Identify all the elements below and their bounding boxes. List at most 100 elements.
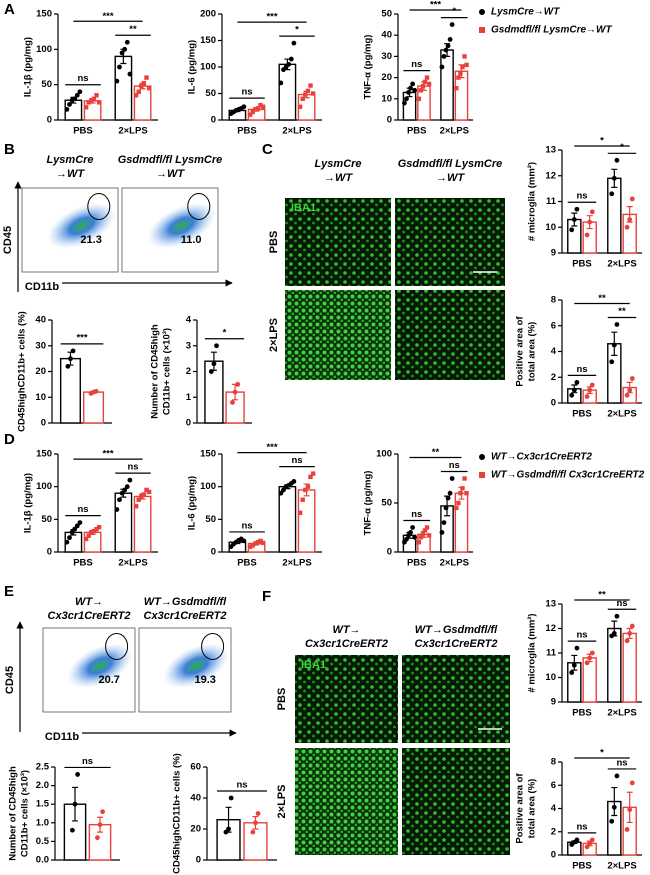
sig-label: ***	[266, 12, 277, 23]
y-axis-label: IL-6 (pg/mg)	[187, 40, 198, 94]
flow-gate	[87, 192, 111, 220]
flow-header: Cx3cr1CreERT2	[48, 610, 131, 622]
y-tick-label: 0.0	[36, 855, 49, 866]
data-point	[584, 232, 590, 238]
data-point	[569, 670, 575, 675]
data-point	[286, 61, 292, 67]
y-tick-label: 50	[381, 498, 392, 509]
y-tick-label: 200	[200, 9, 216, 20]
panel-letter: A	[4, 1, 15, 18]
data-point	[422, 79, 428, 85]
y-tick-label: 2	[551, 372, 556, 383]
data-point	[255, 106, 261, 111]
data-point	[139, 494, 144, 499]
data-point	[91, 96, 97, 101]
x-tick-label: PBS	[407, 558, 427, 569]
y-axis-label: TNF-α (pg/mg)	[363, 471, 374, 536]
flow-header: Cx3cr1CreERT2	[144, 610, 227, 622]
data-point	[441, 520, 447, 525]
data-point	[114, 78, 120, 84]
data-point	[629, 780, 635, 786]
y-tick-label: 4	[551, 803, 557, 814]
data-point	[445, 495, 451, 501]
data-point	[629, 376, 635, 381]
data-point	[420, 532, 426, 537]
bar	[278, 485, 297, 553]
data-point	[308, 474, 313, 480]
x-tick-label: 2×LPS	[607, 708, 636, 719]
sig-label: **	[618, 306, 626, 317]
y-tick-label: 10	[381, 93, 392, 104]
data-point	[589, 837, 595, 843]
data-point	[574, 645, 580, 651]
flow-header: Gsdmdfl/fl LysmCre	[118, 154, 223, 166]
y-tick-label: 50	[381, 9, 392, 20]
data-point	[458, 491, 463, 496]
data-point	[454, 86, 459, 91]
data-point	[410, 81, 416, 87]
y-axis-label: total area (%)	[527, 322, 538, 382]
x-tick-label: PBS	[407, 126, 427, 137]
bar	[59, 357, 81, 424]
y-tick-label: 50	[41, 514, 52, 525]
error-bar	[611, 786, 618, 817]
flow-cloud	[67, 643, 133, 689]
data-point	[117, 497, 122, 503]
data-point	[310, 471, 316, 476]
sig-label: ***	[76, 332, 87, 343]
data-point	[571, 217, 577, 222]
y-tick-label: 11	[546, 648, 557, 659]
data-point	[83, 536, 89, 542]
y-tick-label: 50	[205, 88, 216, 99]
data-point	[228, 795, 234, 801]
flow-header: WT→Gsdmdfl/fl	[144, 596, 227, 608]
data-point	[462, 54, 467, 59]
data-point	[146, 86, 152, 91]
legend-marker	[479, 472, 485, 478]
data-point	[609, 818, 615, 824]
gate-percent: 20.7	[99, 674, 120, 686]
data-point	[96, 524, 102, 530]
data-point	[117, 64, 122, 70]
data-point	[95, 835, 100, 841]
bar	[114, 492, 133, 553]
x-tick-label: 2×LPS	[282, 558, 311, 569]
legend-marker	[479, 9, 485, 15]
y-tick-label: 150	[200, 449, 216, 460]
y-tick-label: 12	[545, 170, 556, 181]
data-point	[136, 497, 141, 502]
data-point	[119, 490, 125, 496]
data-point	[412, 87, 418, 93]
data-point	[584, 660, 590, 666]
data-point	[443, 47, 449, 53]
data-point	[255, 540, 261, 545]
bar	[607, 177, 622, 254]
data-point	[214, 343, 219, 349]
image-row-label: 2×LPS	[276, 785, 288, 819]
x-tick-label: 2×LPS	[440, 126, 469, 137]
data-point	[281, 487, 286, 493]
gate-percent: 19.3	[195, 674, 216, 686]
flow-header: →WT	[56, 168, 85, 180]
x-tick-label: 2×LPS	[607, 409, 636, 420]
sig-label: *	[620, 142, 624, 153]
y-axis-label: IL-1β (pg/mg)	[23, 37, 34, 97]
y-tick-label: 20	[381, 72, 392, 83]
image-header: Gsdmdfl/fl LysmCre	[398, 158, 503, 170]
data-point	[462, 476, 467, 481]
flow-cloud	[147, 203, 216, 249]
micrograph	[285, 290, 391, 380]
data-point	[627, 217, 633, 222]
gate-percent: 21.3	[80, 234, 101, 246]
flow-gate	[201, 632, 225, 660]
data-point	[144, 487, 149, 493]
data-point	[614, 322, 620, 327]
data-point	[589, 209, 595, 215]
sig-label: ns	[576, 191, 587, 202]
data-point	[584, 844, 590, 850]
flow-header: WT→	[75, 596, 103, 608]
image-header: →WT	[324, 172, 353, 184]
data-point	[439, 530, 445, 535]
data-point	[91, 528, 97, 534]
x-tick-label: PBS	[73, 126, 93, 137]
